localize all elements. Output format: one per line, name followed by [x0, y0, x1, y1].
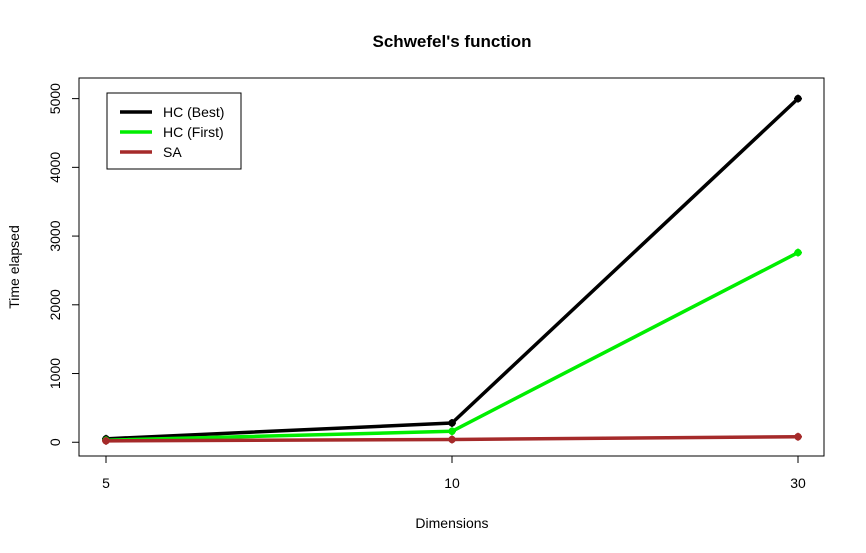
data-point	[794, 248, 802, 257]
x-axis-label: Dimensions	[415, 515, 488, 531]
y-axis: 0 1000 2000 3000 4000 5000	[47, 83, 80, 446]
series-3	[102, 432, 802, 445]
y-tick-label: 0	[47, 438, 63, 446]
y-tick-label: 5000	[47, 83, 63, 114]
legend-label: HC (Best)	[163, 104, 224, 120]
series-line	[104, 250, 800, 442]
legend-label: SA	[163, 144, 182, 160]
chart-title: Schwefel's function	[373, 32, 532, 51]
legend-label: HC (First)	[163, 124, 224, 140]
series-2	[102, 248, 802, 445]
data-point	[794, 432, 802, 441]
data-point	[448, 419, 456, 428]
data-point	[448, 427, 456, 436]
x-axis: 5 10 30	[102, 455, 806, 491]
legend: HC (Best) HC (First) SA	[106, 92, 242, 170]
x-tick-label: 10	[444, 475, 460, 491]
x-tick-label: 30	[790, 475, 806, 491]
y-axis-label: Time elapsed	[6, 225, 22, 309]
data-point	[102, 436, 110, 445]
y-tick-label: 2000	[47, 289, 63, 320]
x-tick-label: 5	[102, 475, 110, 491]
data-point	[448, 435, 456, 444]
series-layer	[102, 94, 802, 445]
y-tick-label: 1000	[47, 358, 63, 389]
y-tick-label: 4000	[47, 152, 63, 183]
y-tick-label: 3000	[47, 220, 63, 251]
data-point	[794, 94, 802, 103]
